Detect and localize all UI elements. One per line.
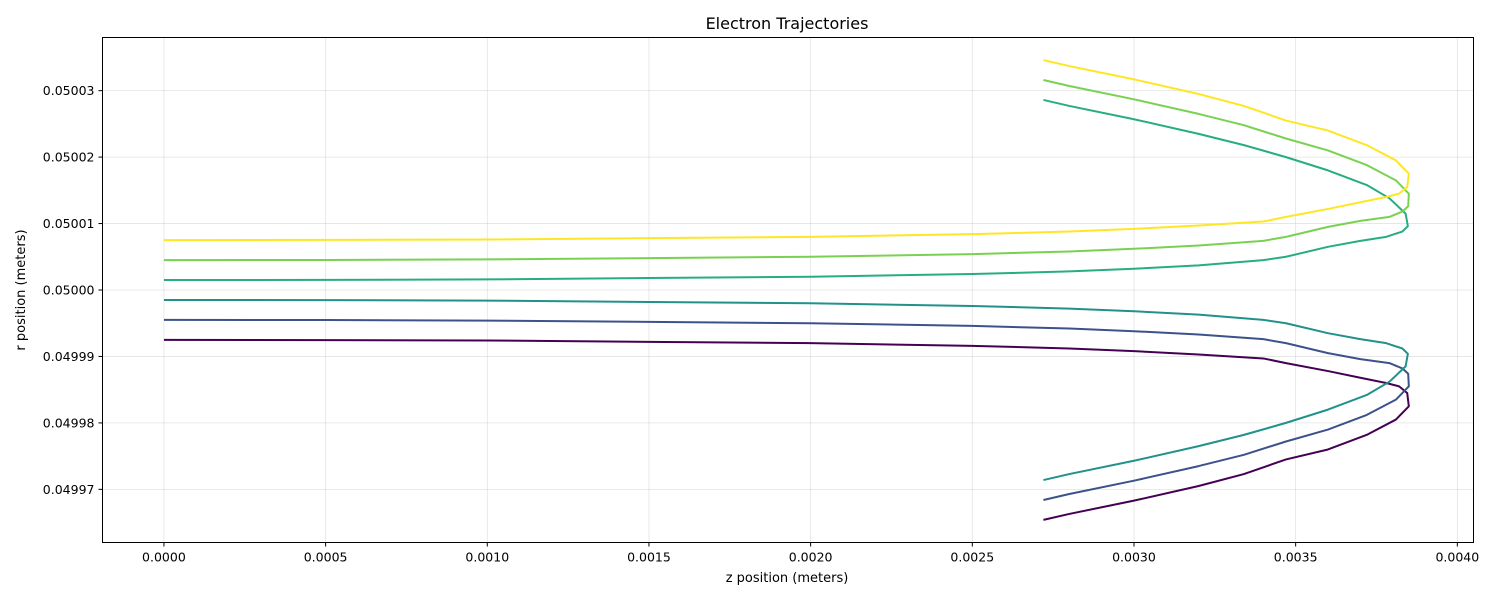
trajectory-line-5 <box>163 79 1410 262</box>
y-tick-label: 0.05001 <box>43 216 95 231</box>
chart-title: Electron Trajectories <box>706 14 869 33</box>
x-axis-ticks: 0.0000 0.0005 0.0010 0.0015 0.0020 0.0025 0.00… <box>142 542 1479 565</box>
x-tick-label: 0.0020 <box>789 550 833 565</box>
x-tick-label: 0.0010 <box>465 550 509 565</box>
y-axis-label: r position (meters) <box>14 229 29 350</box>
x-axis-label: z position (meters) <box>726 571 849 586</box>
trajectory-line-1 <box>163 338 1410 521</box>
y-tick-label: 0.04997 <box>43 482 95 497</box>
y-tick-label: 0.05000 <box>43 283 95 298</box>
x-tick-label: 0.0025 <box>950 550 994 565</box>
trajectory-line-4 <box>163 98 1409 282</box>
x-tick-label: 0.0015 <box>627 550 671 565</box>
series-lines <box>163 59 1410 521</box>
x-tick-label: 0.0005 <box>304 550 348 565</box>
x-tick-label: 0.0040 <box>1435 550 1479 565</box>
trajectory-line-2 <box>163 318 1410 501</box>
trajectory-line-6 <box>163 59 1410 242</box>
trajectory-line-3 <box>163 298 1409 482</box>
y-tick-label: 0.04999 <box>43 349 95 364</box>
x-tick-label: 0.0030 <box>1112 550 1156 565</box>
x-tick-label: 0.0035 <box>1274 550 1318 565</box>
y-tick-label: 0.04998 <box>43 415 95 430</box>
y-axis-ticks: 0.04997 0.04998 0.04999 0.05000 0.05001 0.050… <box>43 83 103 497</box>
y-tick-label: 0.05002 <box>43 150 95 165</box>
x-tick-label: 0.0000 <box>142 550 186 565</box>
y-tick-label: 0.05003 <box>43 83 95 98</box>
